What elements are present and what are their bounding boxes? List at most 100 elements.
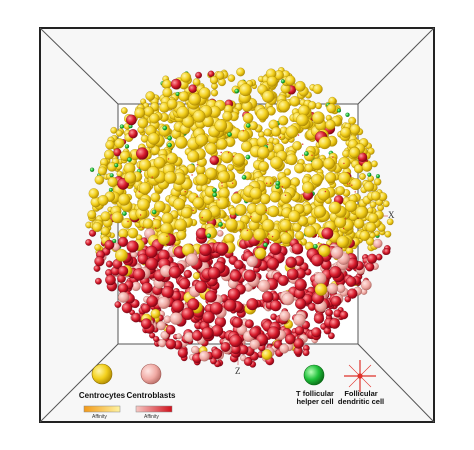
cell	[215, 71, 225, 80]
cell	[202, 310, 215, 324]
cell	[167, 135, 173, 141]
cell	[167, 142, 172, 148]
cell	[119, 124, 125, 129]
fdc-dot	[279, 136, 281, 138]
cell	[336, 235, 349, 248]
cell	[156, 320, 166, 331]
cell	[217, 170, 230, 183]
fdc-dot	[250, 216, 252, 218]
cell	[257, 146, 270, 159]
cell	[313, 205, 327, 218]
cell	[220, 150, 234, 164]
cell	[241, 174, 247, 180]
cell	[307, 101, 317, 110]
centrocyte-affinity-bar	[83, 405, 121, 413]
cell	[158, 124, 171, 137]
cell	[365, 222, 377, 233]
cell	[181, 307, 194, 321]
cell	[124, 144, 130, 149]
cell	[338, 171, 351, 185]
cell	[283, 168, 291, 176]
cell	[211, 348, 223, 360]
fdc-dot	[332, 156, 334, 158]
cell	[278, 100, 291, 112]
cell	[280, 79, 285, 84]
cell	[355, 206, 368, 219]
cell	[285, 256, 297, 268]
cell	[262, 291, 274, 303]
cell	[210, 302, 223, 315]
fdc-dot	[221, 182, 223, 184]
cell	[112, 238, 117, 244]
cell	[266, 257, 280, 270]
fdc-dot	[177, 253, 179, 255]
cell	[257, 279, 271, 293]
cell	[220, 342, 231, 352]
cell	[266, 75, 278, 87]
fdc-dot	[242, 130, 245, 132]
fdc-dot	[324, 190, 327, 193]
cell	[334, 216, 347, 229]
cell	[194, 280, 208, 294]
cell	[141, 303, 151, 314]
cell-cloud	[85, 67, 394, 368]
cell	[175, 136, 188, 149]
cell	[115, 248, 128, 262]
cell	[311, 253, 324, 267]
cell	[243, 269, 257, 283]
cell	[275, 180, 281, 186]
x-axis-label: X	[388, 210, 395, 220]
cell	[311, 111, 325, 125]
cell	[329, 266, 342, 279]
cell	[328, 332, 335, 340]
cell	[318, 136, 332, 150]
fdc-dot	[218, 199, 220, 201]
fdc-dot	[317, 236, 320, 238]
cell	[165, 324, 176, 335]
cell	[234, 203, 247, 216]
cell	[128, 129, 138, 139]
cell	[188, 93, 202, 106]
cell	[177, 347, 188, 358]
tfh-label: T follicular helper cell	[296, 389, 334, 407]
cell	[233, 259, 244, 270]
cell	[236, 67, 245, 77]
cell	[108, 187, 113, 192]
cell	[199, 350, 210, 362]
cell	[204, 290, 217, 303]
cell	[166, 98, 178, 110]
cell	[256, 107, 270, 121]
fdc-dot	[354, 191, 356, 193]
cell	[105, 140, 115, 150]
cell	[330, 295, 342, 307]
cell	[232, 153, 246, 166]
cell	[150, 192, 161, 203]
cell	[138, 182, 152, 195]
cell	[277, 275, 289, 286]
fdc-dot	[302, 143, 304, 145]
cell	[164, 171, 177, 184]
fdc-dot	[196, 164, 198, 166]
cell	[192, 78, 201, 86]
cell	[386, 218, 394, 226]
fdc-dot	[302, 154, 304, 156]
cell	[370, 191, 381, 201]
cell	[145, 245, 158, 259]
cell	[121, 302, 133, 314]
cell	[314, 272, 327, 285]
cell	[323, 157, 335, 170]
cell	[169, 312, 183, 325]
cell	[281, 292, 295, 306]
cell	[245, 154, 251, 160]
cell	[162, 125, 168, 131]
cell	[278, 115, 289, 126]
cell	[157, 232, 171, 245]
fdc-dot	[221, 226, 223, 229]
cell	[171, 299, 185, 313]
cell	[180, 206, 193, 219]
fdc-dot	[349, 182, 351, 184]
fdc-dot	[139, 214, 142, 216]
cell	[284, 333, 296, 345]
cell	[285, 125, 299, 139]
cell	[361, 161, 373, 172]
